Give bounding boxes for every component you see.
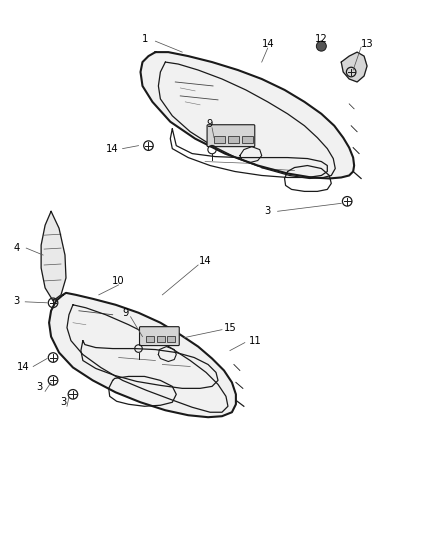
Text: 3: 3 xyxy=(265,206,271,216)
Text: 9: 9 xyxy=(122,308,129,318)
Bar xyxy=(214,136,225,143)
Text: 4: 4 xyxy=(13,243,19,253)
Text: 14: 14 xyxy=(17,362,29,373)
Circle shape xyxy=(316,41,326,51)
Polygon shape xyxy=(141,52,354,179)
Text: 14: 14 xyxy=(261,39,274,49)
FancyBboxPatch shape xyxy=(140,327,179,345)
Text: 1: 1 xyxy=(142,34,148,44)
Text: 12: 12 xyxy=(315,34,328,44)
Text: 9: 9 xyxy=(207,119,213,129)
Polygon shape xyxy=(41,211,66,301)
Text: 15: 15 xyxy=(223,322,237,333)
Text: 3: 3 xyxy=(36,382,42,392)
FancyBboxPatch shape xyxy=(207,125,255,147)
Text: 11: 11 xyxy=(248,336,261,345)
Polygon shape xyxy=(341,52,367,82)
Text: 14: 14 xyxy=(199,256,212,266)
Bar xyxy=(242,136,253,143)
Bar xyxy=(146,336,155,342)
Polygon shape xyxy=(49,293,236,417)
Text: 10: 10 xyxy=(112,276,125,286)
Bar xyxy=(228,136,239,143)
Bar xyxy=(157,336,165,342)
Text: 13: 13 xyxy=(361,39,373,49)
Text: 3: 3 xyxy=(13,296,19,306)
Text: 14: 14 xyxy=(106,143,119,154)
Bar xyxy=(167,336,175,342)
Text: 3: 3 xyxy=(60,397,66,407)
